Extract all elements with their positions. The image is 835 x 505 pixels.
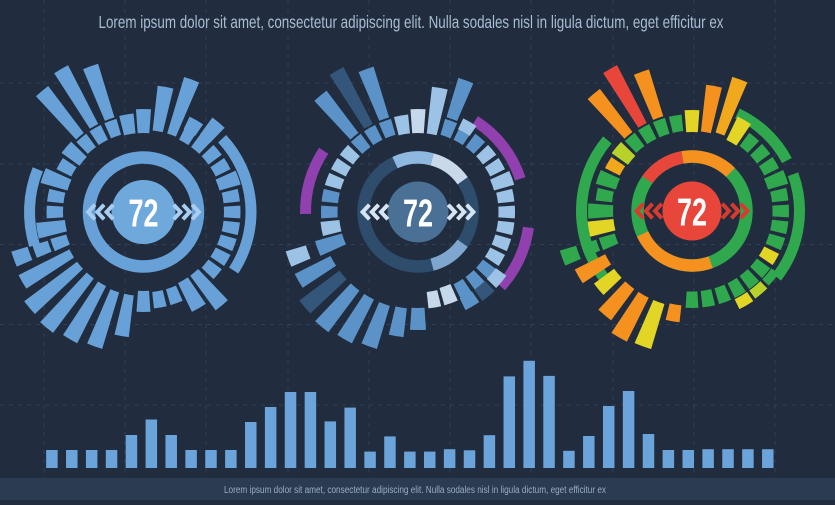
svg-text:Lorem ipsum dolor sit amet, co: Lorem ipsum dolor sit amet, consectetur … bbox=[224, 485, 606, 496]
svg-text:72: 72 bbox=[403, 193, 433, 236]
svg-text:72: 72 bbox=[129, 193, 159, 236]
svg-text:Lorem ipsum dolor sit amet, co: Lorem ipsum dolor sit amet, consectetur … bbox=[99, 12, 724, 32]
svg-text:72: 72 bbox=[677, 192, 707, 235]
